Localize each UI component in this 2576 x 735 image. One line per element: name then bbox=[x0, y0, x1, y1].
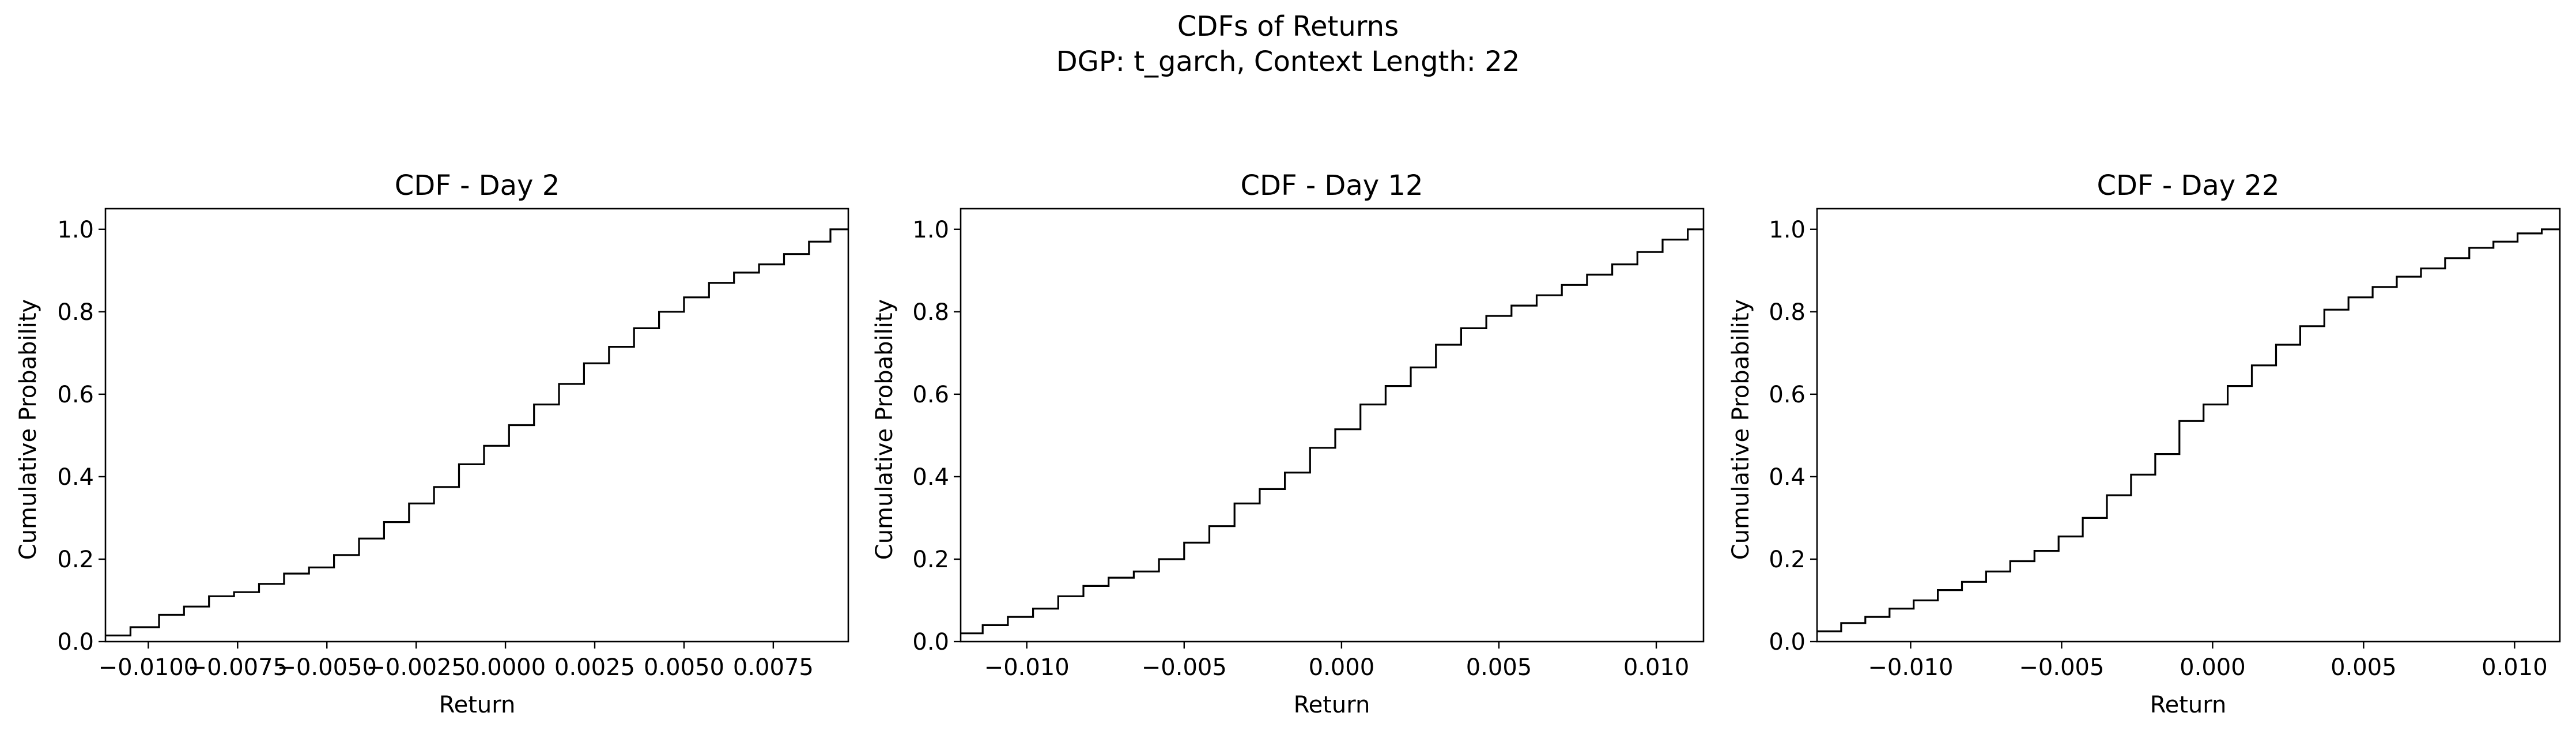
axes-frame bbox=[104, 208, 849, 643]
x-tick-label: −0.0075 bbox=[188, 654, 288, 681]
x-tick-label: 0.010 bbox=[1623, 654, 1690, 681]
x-tick-label: 0.000 bbox=[1309, 654, 1375, 681]
x-tick-label: 0.010 bbox=[2481, 654, 2548, 681]
y-tick-label: 0.6 bbox=[57, 382, 94, 408]
y-tick-label: 0.2 bbox=[912, 546, 949, 573]
x-tick-label: −0.005 bbox=[2019, 654, 2104, 681]
y-tick-label: 0.4 bbox=[912, 464, 949, 491]
cdf-panel-day-2: CDF - Day 2 Return Cumulative Probabilit… bbox=[15, 169, 849, 718]
y-tick-label: 0.0 bbox=[57, 629, 94, 655]
y-tick-label: 0.6 bbox=[1769, 382, 1806, 408]
y-tick-label: 0.8 bbox=[912, 299, 949, 326]
x-axis-label: Return bbox=[2150, 692, 2227, 718]
y-axis-label: Cumulative Probability bbox=[871, 299, 898, 560]
x-tick-label: 0.0025 bbox=[554, 654, 635, 681]
suptitle-line-2: DGP: t_garch, Context Length: 22 bbox=[1056, 46, 1520, 78]
x-axis-label: Return bbox=[439, 692, 516, 718]
y-tick-label: 0.2 bbox=[57, 546, 94, 573]
y-tick-label: 0.4 bbox=[1769, 464, 1806, 491]
x-tick-label: −0.010 bbox=[1868, 654, 1953, 681]
x-axis-label: Return bbox=[1294, 692, 1370, 718]
y-tick-label: 0.8 bbox=[1769, 299, 1806, 326]
cdf-panel-day-12: CDF - Day 12 Return Cumulative Probabili… bbox=[871, 169, 1705, 718]
cdf-step-line bbox=[961, 228, 1704, 635]
y-tick-label: 0.8 bbox=[57, 299, 94, 326]
x-tick-label: 0.005 bbox=[2331, 654, 2397, 681]
cdf-panel-day-22: CDF - Day 22 Return Cumulative Probabili… bbox=[1728, 169, 2561, 718]
y-axis-label: Cumulative Probability bbox=[15, 299, 41, 560]
suptitle-line-1: CDFs of Returns bbox=[1177, 10, 1399, 43]
x-tick-label: 0.005 bbox=[1466, 654, 1532, 681]
panel-title: CDF - Day 22 bbox=[2097, 169, 2279, 202]
y-tick-label: 1.0 bbox=[1769, 217, 1806, 243]
x-tick-label: −0.0050 bbox=[277, 654, 376, 681]
cdf-step-line bbox=[1817, 228, 2560, 632]
axes-frame bbox=[1816, 208, 2561, 643]
y-tick-label: 1.0 bbox=[57, 217, 94, 243]
panel-title: CDF - Day 12 bbox=[1240, 169, 1423, 202]
x-tick-label: −0.010 bbox=[984, 654, 1070, 681]
y-tick-label: 0.0 bbox=[1769, 629, 1806, 655]
x-tick-label: −0.0100 bbox=[99, 654, 198, 681]
y-tick-label: 0.0 bbox=[912, 629, 949, 655]
y-tick-label: 1.0 bbox=[912, 217, 949, 243]
axes-frame bbox=[960, 208, 1705, 643]
y-tick-label: 0.4 bbox=[57, 464, 94, 491]
cdf-step-line bbox=[105, 228, 848, 636]
x-tick-label: 0.0075 bbox=[733, 654, 814, 681]
y-tick-label: 0.2 bbox=[1769, 546, 1806, 573]
x-tick-label: 0.0050 bbox=[644, 654, 724, 681]
y-tick-label: 0.6 bbox=[912, 382, 949, 408]
x-tick-label: 0.0000 bbox=[465, 654, 546, 681]
panel-title: CDF - Day 2 bbox=[395, 169, 560, 202]
x-tick-label: −0.0025 bbox=[366, 654, 466, 681]
y-axis-label: Cumulative Probability bbox=[1728, 299, 1754, 560]
x-tick-label: 0.000 bbox=[2180, 654, 2246, 681]
x-tick-label: −0.005 bbox=[1142, 654, 1227, 681]
